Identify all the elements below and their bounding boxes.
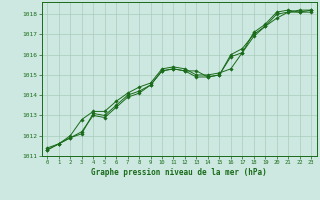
- X-axis label: Graphe pression niveau de la mer (hPa): Graphe pression niveau de la mer (hPa): [91, 168, 267, 177]
